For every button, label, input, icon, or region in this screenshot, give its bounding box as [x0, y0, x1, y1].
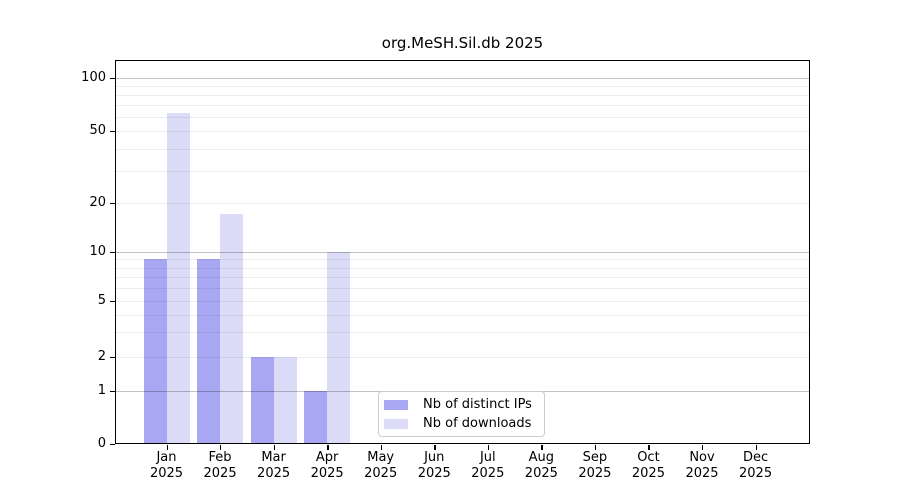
y-axis-tick-label-20: 20: [89, 195, 106, 210]
legend-item-distinct-ips: Nb of distinct IPs: [384, 397, 544, 413]
bar-distinct-ips-apr-2025: [304, 391, 328, 444]
gridline-minor-7: [115, 277, 810, 279]
gridline-minor-60: [115, 117, 810, 119]
x-axis-tick-label-apr-2025: Apr 2025: [310, 450, 344, 481]
x-axis-tick-mark-sep-2025: [594, 445, 597, 450]
bar-downloads-mar-2025: [273, 357, 297, 444]
x-axis-tick-mark-feb-2025: [220, 445, 222, 450]
gridline-minor-5: [115, 301, 810, 302]
x-axis-tick-mark-aug-2025: [541, 445, 543, 450]
x-axis-tick-label-aug-2025: Aug 2025: [524, 450, 558, 481]
y-axis-tick-label-2: 2: [97, 349, 106, 364]
legend-swatch-distinct-ips: [384, 399, 408, 410]
y-axis-tick-mark-5: [110, 301, 115, 303]
x-axis-tick-mark-dec-2025: [755, 445, 757, 450]
legend: Nb of distinct IPs Nb of downloads: [378, 391, 545, 437]
gridline-minor-80: [115, 95, 810, 97]
x-axis-tick-label-jan-2025: Jan 2025: [149, 450, 184, 481]
x-axis-tick-mark-jan-2025: [166, 445, 168, 450]
gridline-minor-40: [115, 148, 810, 150]
gridline-major-10: [115, 252, 810, 253]
x-axis-tick-label-oct-2025: Oct 2025: [631, 450, 665, 481]
y-axis-tick-label-50: 50: [89, 123, 106, 138]
legend-swatch-downloads: [384, 418, 408, 429]
bar-downloads-feb-2025: [220, 214, 244, 444]
x-axis-tick-mark-mar-2025: [273, 445, 275, 450]
y-axis-tick-label-0: 0: [97, 436, 106, 451]
x-axis-tick-mark-jun-2025: [434, 445, 436, 450]
y-axis-tick-label-5: 5: [97, 293, 106, 308]
gridline-minor-4: [115, 314, 810, 316]
gridline-minor-30: [115, 171, 810, 173]
gridline-minor-70: [115, 105, 810, 107]
x-axis-tick-label-jun-2025: Jun 2025: [417, 450, 451, 481]
x-axis-tick-label-may-2025: May 2025: [364, 450, 398, 481]
gridline-minor-9: [115, 259, 810, 261]
y-axis-tick-mark-100: [110, 78, 115, 80]
gridline-minor-6: [115, 288, 810, 290]
gridline-minor-3: [115, 332, 810, 334]
gridline-minor-8: [115, 267, 810, 269]
gridline-minor-90: [115, 86, 810, 88]
x-axis-tick-label-sep-2025: Sep 2025: [578, 450, 612, 481]
chart-title: org.MeSH.Sil.db 2025: [381, 34, 544, 52]
x-axis-tick-mark-nov-2025: [702, 445, 704, 450]
x-axis-tick-label-mar-2025: Mar 2025: [257, 450, 291, 481]
x-axis-tick-label-jul-2025: Jul 2025: [471, 450, 505, 481]
gridline-major-100: [115, 78, 810, 79]
bar-downloads-apr-2025: [327, 252, 351, 444]
y-axis-tick-mark-20: [110, 203, 115, 205]
y-axis-tick-mark-50: [110, 131, 115, 133]
gridline-minor-50: [115, 131, 810, 132]
y-axis-tick-mark-10: [110, 252, 115, 254]
y-axis-tick-label-100: 100: [81, 70, 106, 85]
legend-label-distinct-ips: Nb of distinct IPs: [423, 396, 532, 412]
gridline-minor-20: [115, 203, 810, 204]
bar-distinct-ips-mar-2025: [250, 357, 274, 444]
x-axis-tick-mark-apr-2025: [327, 445, 329, 450]
gridline-minor-2: [115, 357, 810, 358]
legend-item-downloads: Nb of downloads: [384, 416, 544, 432]
y-axis-tick-label-1: 1: [97, 383, 106, 398]
x-axis-tick-mark-may-2025: [380, 445, 383, 450]
y-axis-tick-mark-1: [110, 391, 115, 393]
x-axis-tick-label-nov-2025: Nov 2025: [685, 450, 719, 481]
x-axis-tick-mark-jul-2025: [487, 445, 490, 450]
plot-area: Nb of distinct IPs Nb of downloads: [115, 60, 810, 444]
bar-distinct-ips-jan-2025: [143, 259, 167, 444]
x-axis-tick-label-feb-2025: Feb 2025: [203, 450, 237, 481]
bar-distinct-ips-feb-2025: [197, 259, 221, 444]
y-axis-tick-mark-0: [110, 444, 115, 446]
y-axis-tick-mark-2: [110, 357, 115, 359]
bar-downloads-jan-2025: [166, 113, 190, 444]
y-axis-tick-label-10: 10: [89, 244, 106, 259]
x-axis-tick-mark-oct-2025: [648, 445, 650, 450]
legend-label-downloads: Nb of downloads: [423, 415, 532, 431]
x-axis-tick-label-dec-2025: Dec 2025: [739, 450, 773, 481]
